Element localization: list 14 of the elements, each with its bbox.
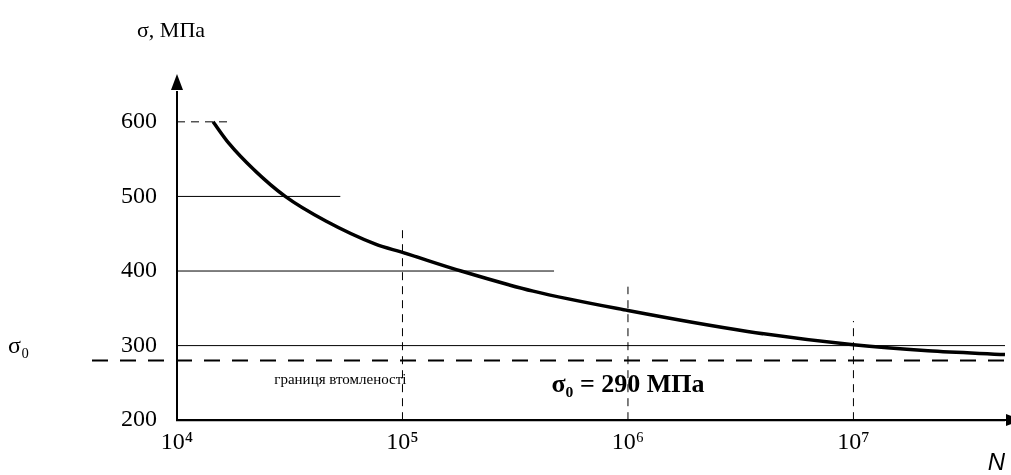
- x-tick-label: 10⁴: [160, 427, 194, 454]
- y-tick-label: 500: [121, 181, 157, 208]
- x-axis-title: N: [987, 448, 1006, 475]
- ref-line-label: σ₀: [8, 331, 30, 358]
- y-tick-label: 400: [121, 256, 157, 283]
- x-tick-label: 10⁷: [837, 427, 870, 454]
- x-tick-label: 10⁶: [611, 427, 645, 454]
- annotation: границя втомленості: [274, 370, 407, 387]
- y-tick-label: 200: [121, 405, 157, 432]
- annotation: σ₀ = 290 МПа: [551, 369, 705, 399]
- y-tick-label: 300: [121, 330, 157, 357]
- y-axis-title: σ, МПа: [137, 17, 206, 42]
- x-tick-label: 10⁵: [386, 427, 419, 454]
- y-tick-label: 600: [121, 107, 157, 134]
